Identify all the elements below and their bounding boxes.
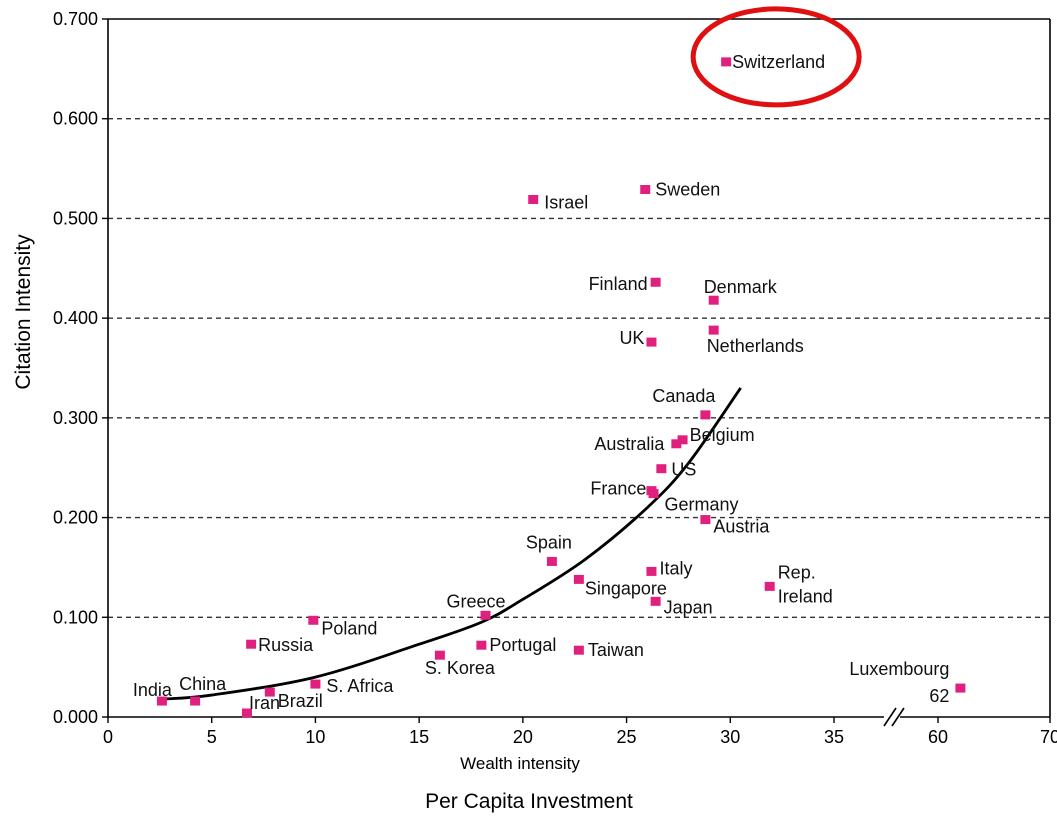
highlight-ellipse <box>690 6 862 108</box>
point-label: Denmark <box>704 277 778 297</box>
point-label: Israel <box>544 192 588 212</box>
point-label: Austria <box>713 517 770 537</box>
point-label: S. Africa <box>326 676 394 696</box>
data-point <box>246 639 257 649</box>
x-tick-label: 10 <box>305 727 325 747</box>
data-point <box>156 696 167 706</box>
y-tick-label: 0.000 <box>53 707 98 727</box>
point-label: Canada <box>652 386 716 406</box>
point-label: Italy <box>659 558 692 578</box>
point-value-label: 62 <box>929 686 949 706</box>
x-tick-label: 35 <box>824 727 844 747</box>
data-point <box>955 683 966 693</box>
point-label: Australia <box>594 434 665 454</box>
point-label: Taiwan <box>588 640 644 660</box>
point-label: Spain <box>526 532 572 552</box>
data-point <box>308 615 319 625</box>
x-tick-label: 70 <box>1040 727 1057 747</box>
point-label: Netherlands <box>707 336 804 356</box>
point-labels: Switzerland Israel Sweden Finland Denmark UK N… <box>133 52 950 713</box>
data-point <box>310 679 321 689</box>
point-label: Brazil <box>278 691 323 711</box>
x-axis-title: Per Capita Investment <box>425 790 633 813</box>
x-tick-label: 60 <box>928 727 948 747</box>
x-tick-label: 5 <box>207 727 217 747</box>
data-point <box>721 57 732 67</box>
x-axis-sublabel: Wealth intensity <box>460 754 580 773</box>
point-label: US <box>671 460 696 480</box>
data-point <box>646 337 657 347</box>
x-tick-label: 0 <box>103 727 113 747</box>
point-label: Switzerland <box>732 52 825 72</box>
data-point <box>700 515 711 525</box>
data-point <box>640 185 651 195</box>
y-axis-title: Citation Intensity <box>12 234 35 390</box>
point-label: S. Korea <box>425 658 496 678</box>
data-point <box>241 708 252 718</box>
point-label: India <box>133 680 173 700</box>
y-tick-label: 0.600 <box>53 109 98 129</box>
data-point <box>648 489 659 499</box>
data-point <box>677 435 688 445</box>
data-point <box>546 556 557 566</box>
point-label: Ireland <box>778 586 833 606</box>
point-label: France <box>590 479 646 499</box>
y-tick-label: 0.500 <box>53 208 98 228</box>
data-point <box>708 295 719 305</box>
point-label: Luxembourg <box>849 659 949 679</box>
data-point <box>650 277 661 287</box>
point-label: China <box>179 674 227 694</box>
point-label: Japan <box>664 597 713 617</box>
data-point <box>646 566 657 576</box>
point-label: Russia <box>258 635 314 655</box>
point-label: Portugal <box>489 635 556 655</box>
point-label: Germany <box>665 495 739 515</box>
y-tick-label: 0.200 <box>53 508 98 528</box>
data-point <box>671 439 682 449</box>
point-label: Finland <box>589 274 648 294</box>
trend-curve <box>163 387 742 701</box>
data-point <box>708 325 719 335</box>
highlight-group <box>690 6 862 108</box>
point-label: Rep. <box>778 562 816 582</box>
x-tick-label: 30 <box>720 727 740 747</box>
point-label: Iran <box>249 693 280 713</box>
x-tick-label: 15 <box>409 727 429 747</box>
point-label: UK <box>619 328 644 348</box>
point-label: Greece <box>446 591 505 611</box>
data-point <box>656 464 667 474</box>
point-label: Sweden <box>655 180 720 200</box>
data-points <box>156 57 966 718</box>
data-point <box>476 640 487 650</box>
data-point <box>434 650 445 660</box>
data-point <box>190 696 201 706</box>
data-point <box>264 687 275 697</box>
data-point <box>573 574 584 584</box>
axes: 0.000 0.100 0.200 0.300 0.400 0.500 0.600 0.700… <box>53 9 1057 747</box>
point-label: Poland <box>321 618 377 638</box>
data-point <box>700 410 711 420</box>
data-point <box>528 194 539 204</box>
x-tick-label: 20 <box>513 727 533 747</box>
y-tick-label: 0.100 <box>53 607 98 627</box>
axis-break-mark <box>891 707 905 727</box>
axis-break-mark <box>883 707 897 727</box>
data-point <box>480 610 491 620</box>
y-tick-label: 0.700 <box>53 9 98 29</box>
point-label: Belgium <box>690 425 755 445</box>
grid-lines <box>108 118 1050 618</box>
point-label: Singapore <box>585 578 667 598</box>
y-tick-label: 0.300 <box>53 408 98 428</box>
trend-curve-group <box>163 387 742 701</box>
x-tick-label: 25 <box>617 727 637 747</box>
data-point <box>650 596 661 606</box>
data-point <box>764 581 775 591</box>
y-tick-label: 0.400 <box>53 308 98 328</box>
data-point <box>573 645 584 655</box>
